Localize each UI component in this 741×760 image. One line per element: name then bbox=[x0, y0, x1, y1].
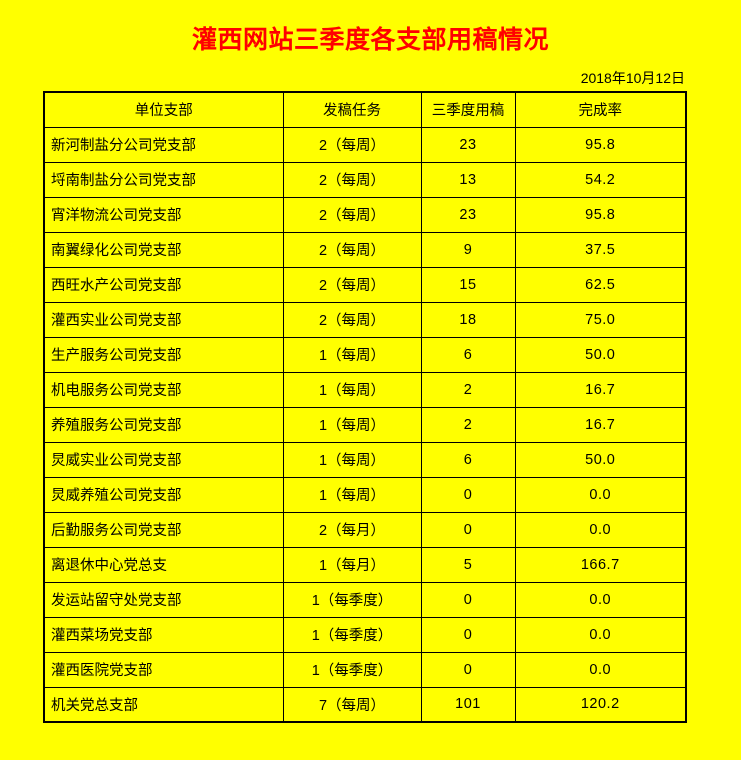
cell-unit: 机关党总支部 bbox=[43, 686, 284, 723]
page-title: 灌西网站三季度各支部用稿情况 bbox=[191, 27, 549, 54]
table-row: 机电服务公司党支部 1（每周） 2 16.7 bbox=[43, 371, 687, 408]
report-date: 2018年10月12日 bbox=[580, 70, 685, 86]
cell-task: 1（每周） bbox=[282, 476, 422, 513]
cell-task: 1（每周） bbox=[282, 336, 422, 373]
cell-used: 5 bbox=[420, 546, 516, 583]
cell-task: 2（每周） bbox=[282, 301, 422, 338]
table-row: 养殖服务公司党支部 1（每周） 2 16.7 bbox=[43, 406, 687, 443]
cell-rate: 120.2 bbox=[514, 686, 687, 723]
cell-rate: 54.2 bbox=[514, 161, 687, 198]
cell-rate: 166.7 bbox=[514, 546, 687, 583]
cell-used: 0 bbox=[420, 651, 516, 688]
usage-report-table: 单位支部 发稿任务 三季度用稿 完成率 新河制盐分公司党支部 2（每周） 23 … bbox=[43, 91, 687, 723]
cell-unit: 埒南制盐分公司党支部 bbox=[43, 161, 284, 198]
cell-rate: 16.7 bbox=[514, 371, 687, 408]
table-header: 单位支部 发稿任务 三季度用稿 完成率 bbox=[43, 91, 687, 128]
cell-used: 0 bbox=[420, 511, 516, 548]
table-row: 南翼绿化公司党支部 2（每周） 9 37.5 bbox=[43, 231, 687, 268]
cell-unit: 灌西菜场党支部 bbox=[43, 616, 284, 653]
cell-used: 13 bbox=[420, 161, 516, 198]
report-table-container: 单位支部 发稿任务 三季度用稿 完成率 新河制盐分公司党支部 2（每周） 23 … bbox=[43, 91, 687, 723]
table-row: 西旺水产公司党支部 2（每周） 15 62.5 bbox=[43, 266, 687, 303]
cell-task: 2（每周） bbox=[282, 231, 422, 268]
cell-used: 6 bbox=[420, 336, 516, 373]
column-header-task: 发稿任务 bbox=[282, 91, 422, 128]
table-row: 离退休中心党总支 1（每月） 5 166.7 bbox=[43, 546, 687, 583]
cell-unit: 炅威实业公司党支部 bbox=[43, 441, 284, 478]
cell-unit: 新河制盐分公司党支部 bbox=[43, 126, 284, 163]
table-row: 宵洋物流公司党支部 2（每周） 23 95.8 bbox=[43, 196, 687, 233]
cell-used: 6 bbox=[420, 441, 516, 478]
column-header-rate: 完成率 bbox=[514, 91, 687, 128]
table-row: 埒南制盐分公司党支部 2（每周） 13 54.2 bbox=[43, 161, 687, 198]
cell-used: 2 bbox=[420, 406, 516, 443]
cell-unit: 西旺水产公司党支部 bbox=[43, 266, 284, 303]
cell-task: 2（每周） bbox=[282, 161, 422, 198]
cell-unit: 生产服务公司党支部 bbox=[43, 336, 284, 373]
cell-rate: 0.0 bbox=[514, 581, 687, 618]
table-row: 后勤服务公司党支部 2（每月） 0 0.0 bbox=[43, 511, 687, 548]
cell-rate: 37.5 bbox=[514, 231, 687, 268]
cell-rate: 50.0 bbox=[514, 441, 687, 478]
cell-rate: 0.0 bbox=[514, 476, 687, 513]
cell-task: 1（每周） bbox=[282, 441, 422, 478]
cell-task: 1（每季度） bbox=[282, 651, 422, 688]
column-header-used: 三季度用稿 bbox=[420, 91, 516, 128]
cell-used: 9 bbox=[420, 231, 516, 268]
cell-task: 1（每周） bbox=[282, 371, 422, 408]
cell-unit: 宵洋物流公司党支部 bbox=[43, 196, 284, 233]
table-header-row: 单位支部 发稿任务 三季度用稿 完成率 bbox=[43, 91, 687, 128]
cell-used: 0 bbox=[420, 581, 516, 618]
cell-unit: 发运站留守处党支部 bbox=[43, 581, 284, 618]
cell-unit: 灌西医院党支部 bbox=[43, 651, 284, 688]
cell-unit: 后勤服务公司党支部 bbox=[43, 511, 284, 548]
cell-rate: 50.0 bbox=[514, 336, 687, 373]
cell-unit: 养殖服务公司党支部 bbox=[43, 406, 284, 443]
cell-used: 23 bbox=[420, 196, 516, 233]
cell-task: 2（每周） bbox=[282, 266, 422, 303]
table-row: 灌西医院党支部 1（每季度） 0 0.0 bbox=[43, 651, 687, 688]
cell-used: 15 bbox=[420, 266, 516, 303]
table-body: 新河制盐分公司党支部 2（每周） 23 95.8 埒南制盐分公司党支部 2（每周… bbox=[43, 126, 687, 723]
cell-task: 1（每季度） bbox=[282, 616, 422, 653]
cell-used: 101 bbox=[420, 686, 516, 723]
column-header-unit: 单位支部 bbox=[43, 91, 284, 128]
table-row: 炅威实业公司党支部 1（每周） 6 50.0 bbox=[43, 441, 687, 478]
cell-rate: 75.0 bbox=[514, 301, 687, 338]
cell-used: 0 bbox=[420, 476, 516, 513]
table-row: 灌西菜场党支部 1（每季度） 0 0.0 bbox=[43, 616, 687, 653]
cell-unit: 离退休中心党总支 bbox=[43, 546, 284, 583]
cell-unit: 南翼绿化公司党支部 bbox=[43, 231, 284, 268]
cell-rate: 0.0 bbox=[514, 616, 687, 653]
table-row: 新河制盐分公司党支部 2（每周） 23 95.8 bbox=[43, 126, 687, 163]
cell-unit: 灌西实业公司党支部 bbox=[43, 301, 284, 338]
cell-rate: 95.8 bbox=[514, 196, 687, 233]
cell-task: 7（每周） bbox=[282, 686, 422, 723]
table-row: 生产服务公司党支部 1（每周） 6 50.0 bbox=[43, 336, 687, 373]
cell-task: 2（每周） bbox=[282, 196, 422, 233]
cell-rate: 0.0 bbox=[514, 651, 687, 688]
cell-used: 2 bbox=[420, 371, 516, 408]
cell-task: 1（每季度） bbox=[282, 581, 422, 618]
table-row: 机关党总支部 7（每周） 101 120.2 bbox=[43, 686, 687, 723]
cell-rate: 0.0 bbox=[514, 511, 687, 548]
cell-rate: 62.5 bbox=[514, 266, 687, 303]
cell-used: 18 bbox=[420, 301, 516, 338]
cell-unit: 炅威养殖公司党支部 bbox=[43, 476, 284, 513]
table-row: 灌西实业公司党支部 2（每周） 18 75.0 bbox=[43, 301, 687, 338]
cell-rate: 95.8 bbox=[514, 126, 687, 163]
table-row: 发运站留守处党支部 1（每季度） 0 0.0 bbox=[43, 581, 687, 618]
cell-task: 1（每月） bbox=[282, 546, 422, 583]
cell-task: 2（每月） bbox=[282, 511, 422, 548]
cell-used: 0 bbox=[420, 616, 516, 653]
cell-rate: 16.7 bbox=[514, 406, 687, 443]
cell-task: 1（每周） bbox=[282, 406, 422, 443]
cell-task: 2（每周） bbox=[282, 126, 422, 163]
cell-used: 23 bbox=[420, 126, 516, 163]
cell-unit: 机电服务公司党支部 bbox=[43, 371, 284, 408]
table-row: 炅威养殖公司党支部 1（每周） 0 0.0 bbox=[43, 476, 687, 513]
